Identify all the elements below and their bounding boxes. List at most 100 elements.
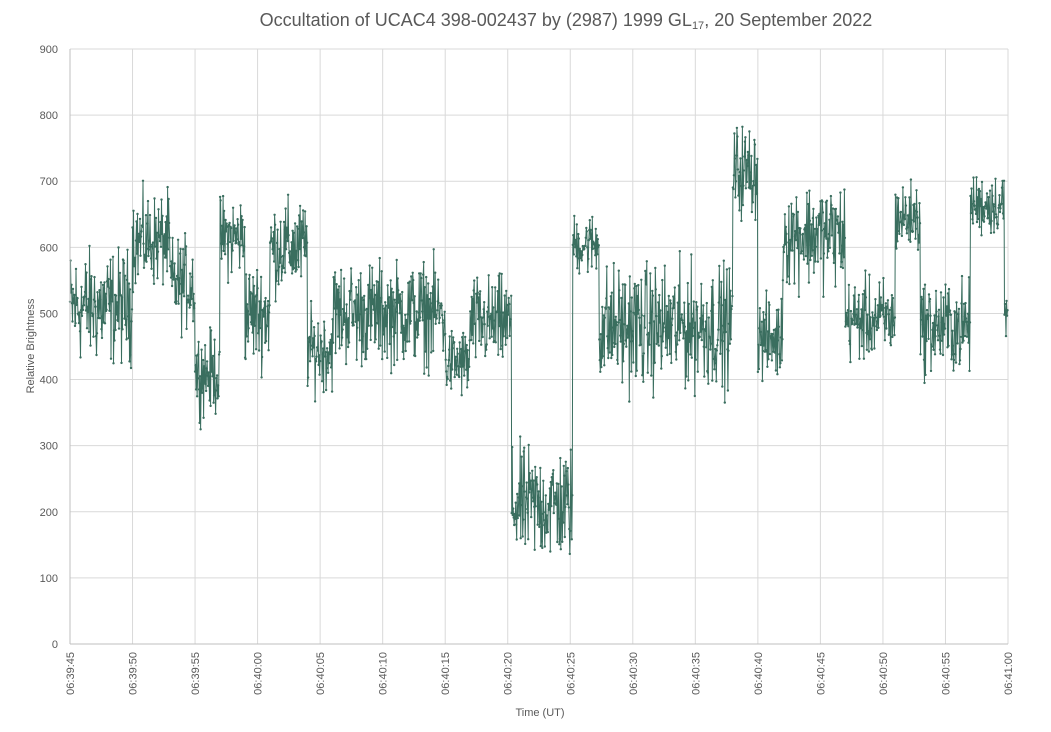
data-point bbox=[357, 279, 360, 282]
data-point bbox=[81, 308, 85, 312]
data-point bbox=[687, 302, 690, 306]
data-point bbox=[894, 193, 897, 196]
data-point bbox=[263, 300, 266, 303]
data-point bbox=[420, 276, 423, 280]
data-point bbox=[224, 218, 227, 222]
data-point bbox=[958, 362, 961, 366]
data-point bbox=[668, 352, 671, 356]
data-point bbox=[244, 273, 248, 276]
data-point bbox=[812, 271, 816, 274]
data-point bbox=[330, 333, 333, 336]
data-point bbox=[275, 241, 279, 245]
data-point bbox=[72, 302, 76, 305]
data-point bbox=[335, 283, 338, 286]
data-point bbox=[444, 332, 447, 336]
data-point bbox=[549, 480, 552, 484]
data-point bbox=[447, 358, 450, 362]
data-point bbox=[329, 366, 333, 369]
data-point bbox=[451, 347, 454, 350]
data-point bbox=[752, 184, 756, 187]
data-point bbox=[738, 209, 741, 212]
data-point bbox=[96, 291, 99, 294]
data-point bbox=[145, 260, 148, 263]
data-point bbox=[174, 277, 177, 281]
data-point bbox=[369, 338, 372, 342]
data-point bbox=[183, 263, 186, 266]
data-point bbox=[797, 245, 800, 249]
data-point bbox=[320, 380, 324, 383]
data-point bbox=[535, 477, 538, 481]
data-point bbox=[351, 321, 354, 324]
data-point bbox=[636, 294, 639, 298]
data-point bbox=[615, 323, 618, 327]
data-point bbox=[496, 310, 499, 313]
data-point bbox=[746, 150, 750, 154]
data-point bbox=[952, 358, 956, 362]
data-point bbox=[964, 317, 968, 320]
data-point bbox=[254, 348, 258, 351]
data-point bbox=[446, 375, 449, 379]
data-point bbox=[634, 313, 637, 316]
data-point bbox=[567, 483, 570, 486]
data-point bbox=[395, 301, 398, 304]
data-point bbox=[253, 295, 257, 298]
data-point bbox=[160, 232, 164, 236]
data-point bbox=[633, 287, 636, 290]
data-point bbox=[960, 274, 964, 278]
data-point bbox=[459, 365, 462, 368]
data-point bbox=[319, 334, 322, 337]
data-point bbox=[883, 339, 887, 342]
data-point bbox=[474, 356, 477, 359]
data-point bbox=[481, 324, 484, 328]
data-point bbox=[78, 330, 82, 333]
y-tick-label: 900 bbox=[40, 44, 58, 56]
data-point bbox=[883, 322, 886, 325]
data-point bbox=[480, 343, 483, 346]
data-point bbox=[770, 359, 774, 362]
data-point bbox=[205, 367, 208, 370]
data-point bbox=[749, 187, 752, 190]
data-point bbox=[981, 219, 984, 222]
data-point bbox=[838, 221, 842, 224]
data-point bbox=[376, 299, 379, 302]
data-point bbox=[704, 320, 707, 323]
data-point bbox=[186, 294, 190, 297]
data-point bbox=[600, 365, 603, 369]
data-point bbox=[280, 279, 283, 282]
data-point bbox=[626, 336, 629, 339]
data-point bbox=[258, 326, 262, 330]
x-tick-label: 06:39:55 bbox=[190, 652, 202, 695]
data-point bbox=[647, 341, 650, 344]
data-point bbox=[909, 178, 913, 181]
data-point bbox=[157, 208, 160, 211]
data-point bbox=[180, 336, 183, 339]
data-point bbox=[594, 254, 597, 257]
data-point bbox=[282, 266, 285, 270]
data-point bbox=[740, 219, 743, 223]
data-point bbox=[585, 226, 588, 230]
data-point bbox=[265, 324, 269, 328]
data-point bbox=[366, 318, 369, 321]
y-tick-label: 300 bbox=[40, 441, 58, 453]
data-point bbox=[259, 275, 263, 279]
data-point bbox=[520, 455, 523, 458]
data-point bbox=[939, 291, 943, 294]
data-point bbox=[825, 199, 829, 202]
data-point bbox=[580, 250, 583, 253]
data-point bbox=[146, 222, 149, 225]
data-point bbox=[773, 351, 777, 354]
data-point bbox=[313, 334, 316, 338]
data-point bbox=[992, 203, 995, 206]
data-point bbox=[208, 326, 212, 329]
y-tick-label: 800 bbox=[40, 110, 58, 122]
data-point bbox=[134, 282, 137, 285]
data-point bbox=[173, 262, 176, 265]
data-point bbox=[112, 362, 115, 365]
data-point bbox=[297, 265, 300, 269]
data-point bbox=[818, 212, 821, 216]
data-point bbox=[624, 339, 627, 342]
data-point bbox=[239, 237, 243, 240]
data-point bbox=[87, 297, 90, 301]
data-point bbox=[379, 300, 382, 304]
data-point bbox=[524, 507, 527, 511]
